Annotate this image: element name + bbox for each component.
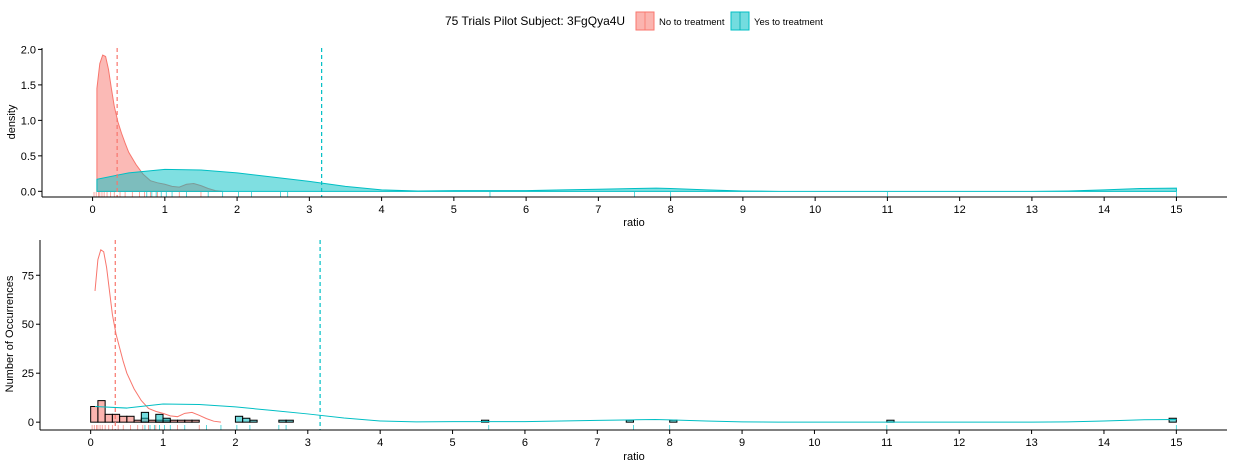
- density-x-tick-label: 8: [668, 204, 674, 216]
- histogram-bar-no: [119, 415, 128, 423]
- histogram-x-tick-label: 2: [232, 437, 238, 449]
- density-areas: [96, 54, 1177, 192]
- histogram-bar-no: [177, 419, 186, 423]
- histogram-curve-yes: [94, 403, 1177, 423]
- histogram-x-tick-label: 3: [305, 437, 311, 449]
- histogram-bar-yes: [242, 417, 251, 423]
- density-x-tick-label: 1: [162, 204, 168, 216]
- histogram-x-tick-label: 10: [808, 437, 820, 449]
- density-x-tick-label: 11: [882, 204, 893, 216]
- histogram-rug: [91, 425, 1177, 430]
- legend-title: 75 Trials Pilot Subject: 3FgQya4U: [445, 14, 625, 28]
- histogram-x-tick-label: 0: [88, 437, 94, 449]
- histogram-y-axis-label: Number of Occurrences: [4, 275, 16, 392]
- density-x-tick-label: 12: [954, 204, 966, 216]
- histogram-x-tick-label: 15: [1170, 437, 1182, 449]
- density-x-tick-label: 10: [809, 204, 821, 216]
- histogram-y-tick-label: 0: [28, 417, 34, 429]
- density-x-tick-label: 7: [595, 204, 601, 216]
- legend-label-yes: Yes to treatment: [754, 17, 823, 28]
- histogram-bar-no: [104, 413, 113, 423]
- density-panel: 0 1 2 3 4 5 6 7 8 9 10 11 12 13 14 15 0.00.51.01.52.0 r…: [6, 44, 1227, 229]
- density-x-tick-label: 0: [90, 204, 96, 216]
- histogram-bar-yes: [278, 419, 287, 423]
- histogram-y-ticks: 0 25 50 75: [22, 270, 40, 429]
- density-y-tick-label: 1.0: [21, 115, 36, 127]
- histogram-x-tick-label: 11: [881, 437, 892, 449]
- histogram-x-tick-label: 14: [1098, 437, 1110, 449]
- histogram-bar-no: [111, 413, 121, 423]
- histogram-bar-yes: [162, 417, 171, 423]
- density-y-axis-label: density: [6, 104, 18, 139]
- histogram-x-tick-label: 12: [953, 437, 965, 449]
- histogram-mean-lines: [114, 240, 321, 430]
- density-mean-lines: [116, 48, 323, 197]
- density-x-tick-label: 9: [740, 204, 746, 216]
- density-x-tick-label: 5: [451, 204, 457, 216]
- density-y-tick-label: 2.0: [21, 44, 36, 56]
- histogram-bar-yes: [155, 413, 164, 423]
- density-x-tick-label: 3: [306, 204, 312, 216]
- histogram-bar-no: [169, 419, 179, 423]
- histogram-x-tick-label: 9: [739, 437, 745, 449]
- histogram-x-tick-label: 1: [160, 437, 166, 449]
- histogram-curves: [94, 248, 1177, 423]
- histogram-x-tick-label: 13: [1025, 437, 1037, 449]
- histogram-x-axis-label: ratio: [623, 451, 644, 463]
- histogram-bar-yes: [140, 411, 150, 423]
- histogram-bar-no: [191, 419, 200, 423]
- histogram-x-tick-label: 5: [449, 437, 455, 449]
- density-rug: [93, 192, 1177, 197]
- histogram-x-tick-label: 6: [522, 437, 528, 449]
- histogram-bar-yes: [285, 419, 294, 423]
- legend-label-no: No to treatment: [659, 17, 725, 28]
- density-y-tick-label: 1.5: [21, 80, 36, 92]
- histogram-x-tick-label: 8: [667, 437, 673, 449]
- histogram-x-tick-label: 7: [594, 437, 600, 449]
- legend: 75 Trials Pilot Subject: 3FgQya4U No to …: [445, 11, 823, 31]
- histogram-x-tick-label: 4: [377, 437, 383, 449]
- density-x-tick-label: 14: [1098, 204, 1110, 216]
- histogram-y-tick-label: 75: [22, 270, 34, 282]
- histogram-bars: [90, 400, 1177, 423]
- histogram-bar-yes: [234, 415, 244, 423]
- density-x-tick-label: 13: [1026, 204, 1038, 216]
- histogram-curve-no: [94, 248, 222, 423]
- histogram-bar-yes: [625, 419, 635, 423]
- histogram-bar-no: [90, 405, 99, 423]
- histogram-bar-no: [126, 415, 135, 423]
- histogram-bar-no: [184, 419, 193, 423]
- histogram-bar-yes: [1168, 417, 1177, 423]
- histogram-bar-no: [148, 419, 157, 423]
- density-area-yes: [96, 168, 1177, 192]
- density-x-tick-label: 4: [379, 204, 385, 216]
- histogram-y-tick-label: 25: [22, 368, 34, 380]
- density-x-tick-label: 6: [523, 204, 529, 216]
- histogram-bar-no: [133, 419, 142, 423]
- density-x-axis-label: ratio: [623, 217, 644, 229]
- histogram-y-tick-label: 50: [22, 319, 34, 331]
- histogram-bar-no: [97, 400, 106, 423]
- density-x-ticks: 0 1 2 3 4 5 6 7 8 9 10 11 12 13 14 15: [90, 197, 1183, 216]
- density-y-tick-label: 0.0: [21, 186, 36, 198]
- histogram-bar-yes: [249, 419, 258, 423]
- histogram-x-ticks: 0 1 2 3 4 5 6 7 8 9 10 11 12 13 14 15: [88, 430, 1182, 449]
- density-y-ticks: 0.0 0.5 1.0 1.5 2.0: [21, 44, 42, 198]
- density-y-tick-label: 0.5: [21, 151, 36, 163]
- density-x-tick-label: 15: [1170, 204, 1182, 216]
- density-x-tick-label: 2: [234, 204, 240, 216]
